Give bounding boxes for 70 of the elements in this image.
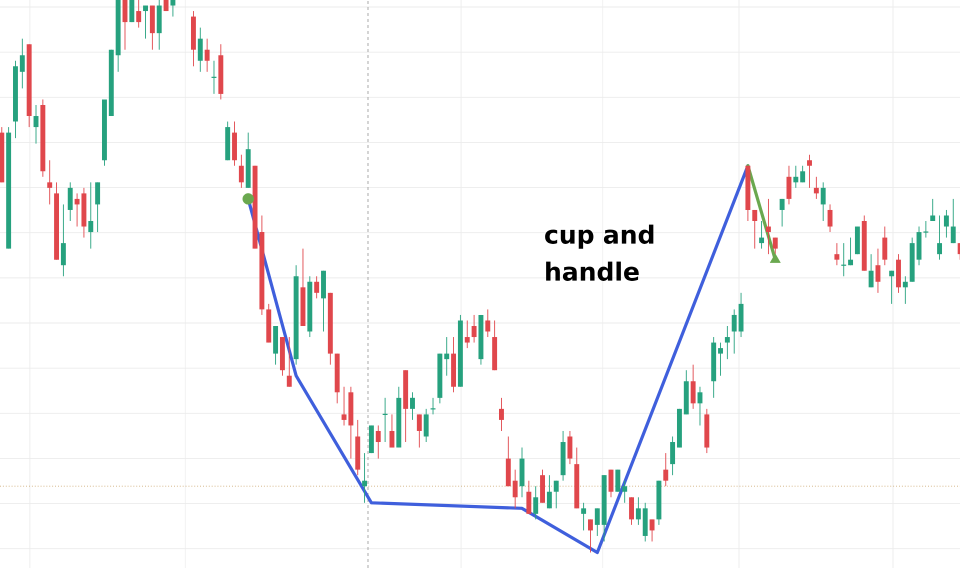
candlestick — [60, 204, 66, 277]
candlestick — [20, 38, 25, 89]
candlestick — [554, 480, 559, 509]
candlestick — [47, 160, 52, 205]
candlestick — [766, 198, 771, 255]
candlestick — [882, 226, 888, 266]
candlestick — [410, 392, 415, 420]
candlestick — [122, 0, 128, 50]
candlestick — [636, 496, 641, 526]
candlestick — [690, 364, 696, 410]
candlestick — [342, 386, 346, 426]
candlestick — [889, 270, 894, 304]
candlestick — [416, 414, 422, 448]
candlestick — [718, 342, 723, 376]
candlestick — [526, 480, 532, 514]
candlestick — [875, 248, 880, 294]
candlestick — [724, 326, 730, 360]
candlestick — [136, 0, 142, 28]
candlestick — [88, 182, 94, 250]
candlestick — [732, 308, 737, 354]
candlestick — [807, 154, 812, 188]
candlestick — [129, 0, 134, 23]
candlestick — [780, 198, 785, 227]
candlestick — [204, 38, 210, 72]
candlestick — [198, 27, 203, 72]
candlestick — [581, 502, 586, 531]
candlestick — [376, 424, 381, 460]
candlestick — [314, 276, 320, 299]
candlestick — [34, 104, 38, 144]
candlestick — [629, 496, 634, 526]
candlestick — [937, 215, 942, 260]
candlestick — [95, 182, 100, 233]
candlestick — [608, 469, 614, 498]
candlestick — [828, 204, 832, 233]
candlestick — [930, 198, 936, 222]
candlestick — [68, 182, 73, 222]
candlestick — [424, 408, 429, 442]
candlestick — [362, 452, 368, 504]
candlestick — [143, 5, 148, 40]
candlestick — [834, 242, 840, 266]
candlestick — [868, 254, 874, 288]
candlestick — [567, 430, 572, 465]
candlestick — [663, 452, 668, 487]
candlestick — [944, 210, 949, 238]
candlestick — [848, 237, 854, 266]
candlestick — [485, 308, 490, 338]
candlestick — [786, 165, 792, 205]
candlestick — [170, 0, 176, 18]
candlestick — [533, 486, 538, 520]
candlestick — [499, 397, 504, 432]
candlestick — [389, 414, 394, 448]
candlestick — [464, 320, 470, 349]
candlestick — [670, 436, 676, 476]
candlestick — [820, 182, 826, 222]
candlestick — [546, 474, 552, 509]
annotation: cup and handle — [545, 224, 654, 281]
candlestick — [588, 518, 593, 553]
candlestick — [840, 242, 847, 277]
candlestick — [74, 192, 80, 227]
candlestick — [472, 314, 477, 344]
candlestick — [650, 518, 655, 542]
candlestick — [698, 386, 702, 426]
candlestick — [814, 176, 819, 200]
candlestick — [286, 336, 292, 388]
candlestick — [759, 220, 764, 250]
candlestick — [772, 237, 778, 255]
candlestick — [752, 210, 758, 250]
candlestick — [238, 154, 244, 188]
candlestick — [902, 276, 908, 304]
candlestick — [950, 198, 956, 244]
